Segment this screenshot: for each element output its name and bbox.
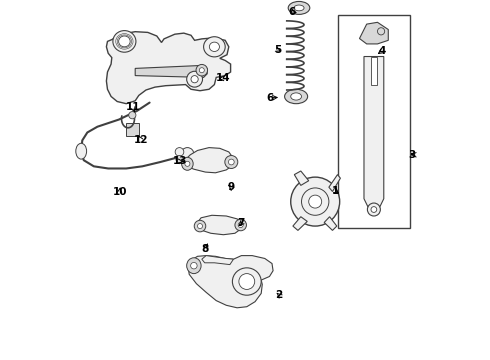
Text: 5: 5 xyxy=(274,45,281,55)
Ellipse shape xyxy=(76,143,87,159)
Polygon shape xyxy=(197,215,242,235)
Text: 13: 13 xyxy=(173,156,188,166)
Text: 3: 3 xyxy=(409,150,416,160)
Ellipse shape xyxy=(291,93,301,100)
Ellipse shape xyxy=(196,64,208,76)
Text: 1: 1 xyxy=(331,186,339,196)
Polygon shape xyxy=(294,171,309,185)
Ellipse shape xyxy=(291,177,340,226)
Polygon shape xyxy=(106,32,231,104)
Ellipse shape xyxy=(228,159,234,165)
Ellipse shape xyxy=(232,268,261,295)
Text: 2: 2 xyxy=(275,290,283,300)
Bar xyxy=(338,15,410,228)
Ellipse shape xyxy=(209,42,220,51)
Polygon shape xyxy=(324,217,337,230)
Ellipse shape xyxy=(182,157,193,170)
Ellipse shape xyxy=(301,188,329,215)
Ellipse shape xyxy=(187,258,201,274)
Text: 11: 11 xyxy=(125,102,140,112)
Ellipse shape xyxy=(175,148,184,156)
Ellipse shape xyxy=(181,148,194,161)
Text: 10: 10 xyxy=(113,186,127,197)
Polygon shape xyxy=(188,256,273,308)
Ellipse shape xyxy=(235,219,246,231)
Polygon shape xyxy=(360,22,388,44)
Ellipse shape xyxy=(239,274,255,289)
Ellipse shape xyxy=(191,262,197,269)
Ellipse shape xyxy=(199,68,204,73)
Ellipse shape xyxy=(113,31,136,52)
Ellipse shape xyxy=(285,89,308,104)
Text: 6: 6 xyxy=(267,93,274,103)
Ellipse shape xyxy=(294,5,304,11)
Ellipse shape xyxy=(187,71,202,87)
Text: 14: 14 xyxy=(216,73,231,84)
Text: 6: 6 xyxy=(288,6,295,17)
Ellipse shape xyxy=(288,1,310,14)
Ellipse shape xyxy=(371,207,377,212)
Polygon shape xyxy=(126,123,139,136)
Ellipse shape xyxy=(185,161,190,166)
Ellipse shape xyxy=(119,36,130,47)
Ellipse shape xyxy=(197,224,202,229)
Text: 4: 4 xyxy=(378,46,386,56)
Text: 8: 8 xyxy=(202,244,209,254)
Ellipse shape xyxy=(309,195,321,208)
Polygon shape xyxy=(364,57,384,213)
Ellipse shape xyxy=(238,222,243,228)
Ellipse shape xyxy=(377,28,385,35)
Polygon shape xyxy=(202,256,233,265)
Polygon shape xyxy=(135,66,207,77)
Ellipse shape xyxy=(194,220,206,232)
Polygon shape xyxy=(329,175,341,192)
Ellipse shape xyxy=(176,156,183,163)
Ellipse shape xyxy=(191,76,198,83)
Polygon shape xyxy=(293,217,307,230)
Text: 9: 9 xyxy=(227,182,234,192)
Ellipse shape xyxy=(368,203,380,216)
Text: 12: 12 xyxy=(133,135,148,145)
Bar xyxy=(371,57,377,85)
Polygon shape xyxy=(184,148,233,173)
Text: 7: 7 xyxy=(238,218,245,228)
Ellipse shape xyxy=(204,37,225,57)
Ellipse shape xyxy=(225,156,238,168)
Ellipse shape xyxy=(129,112,136,119)
